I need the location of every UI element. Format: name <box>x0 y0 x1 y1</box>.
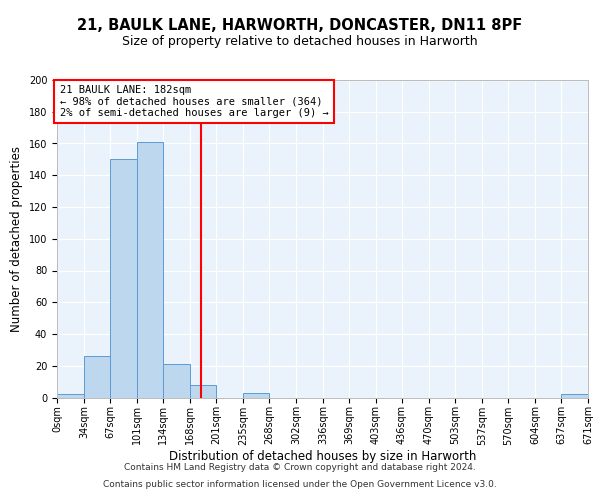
X-axis label: Distribution of detached houses by size in Harworth: Distribution of detached houses by size … <box>169 450 476 463</box>
Text: 21, BAULK LANE, HARWORTH, DONCASTER, DN11 8PF: 21, BAULK LANE, HARWORTH, DONCASTER, DN1… <box>77 18 523 32</box>
Bar <box>137 142 163 398</box>
Bar <box>84 356 110 398</box>
Bar <box>190 385 216 398</box>
Bar <box>243 392 269 398</box>
Bar <box>561 394 588 398</box>
Text: Size of property relative to detached houses in Harworth: Size of property relative to detached ho… <box>122 35 478 48</box>
Text: 21 BAULK LANE: 182sqm
← 98% of detached houses are smaller (364)
2% of semi-deta: 21 BAULK LANE: 182sqm ← 98% of detached … <box>59 85 328 118</box>
Y-axis label: Number of detached properties: Number of detached properties <box>10 146 23 332</box>
Text: Contains HM Land Registry data © Crown copyright and database right 2024.: Contains HM Land Registry data © Crown c… <box>124 462 476 471</box>
Bar <box>57 394 84 398</box>
Bar <box>110 160 137 398</box>
Text: Contains public sector information licensed under the Open Government Licence v3: Contains public sector information licen… <box>103 480 497 489</box>
Bar <box>163 364 190 398</box>
